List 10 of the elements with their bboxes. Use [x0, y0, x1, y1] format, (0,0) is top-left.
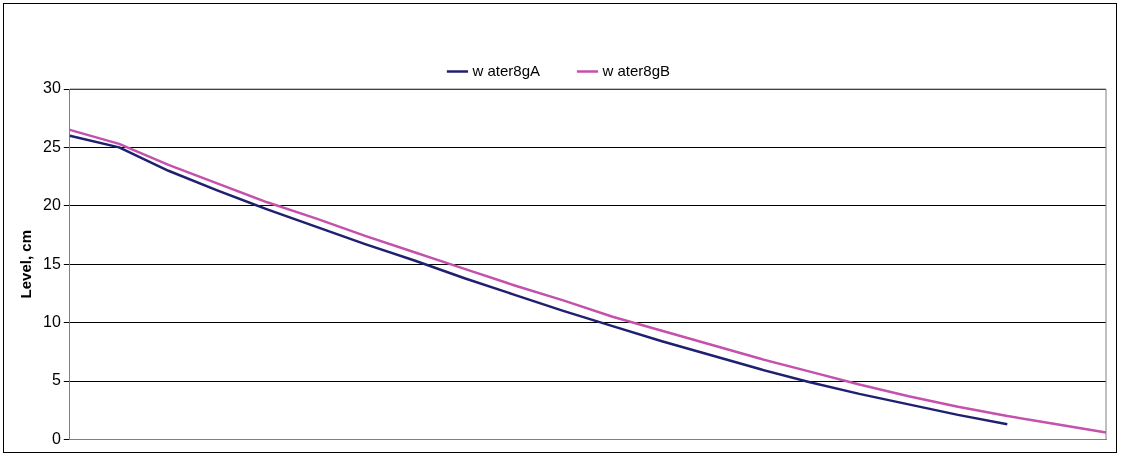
y-tick-label: 30: [43, 79, 61, 97]
legend-label: w ater8gB: [601, 61, 671, 79]
y-tick-label: 20: [43, 196, 61, 214]
y-tick-label: 10: [43, 313, 61, 331]
y-tick-label: 15: [43, 254, 61, 272]
y-tick-label: 5: [51, 371, 61, 389]
y-axis-title: Level, cm: [17, 230, 35, 299]
legend-label: w ater8gA: [471, 61, 541, 79]
y-tick-label: 25: [43, 137, 61, 155]
y-tick-label: 0: [51, 429, 61, 447]
